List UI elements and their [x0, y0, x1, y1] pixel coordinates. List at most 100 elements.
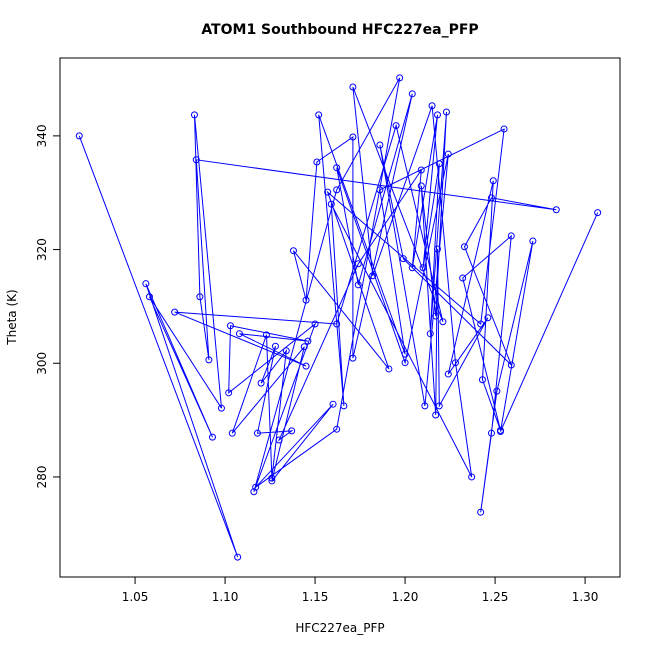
x-tick-label: 1.20 — [392, 590, 419, 604]
y-axis-label: Theta (K) — [5, 289, 19, 345]
data-point — [262, 331, 270, 339]
data-point — [401, 350, 409, 358]
y-tick-label: 340 — [35, 124, 49, 147]
data-point — [417, 166, 425, 174]
y-tick-label: 280 — [35, 465, 49, 488]
x-axis-label: HFC227ea_PFP — [295, 621, 384, 635]
data-point — [171, 308, 179, 316]
data-point — [333, 425, 341, 433]
data-point — [451, 359, 459, 367]
data-point — [477, 320, 485, 328]
data-point — [268, 474, 276, 482]
data-point — [459, 274, 467, 282]
data-point — [302, 296, 310, 304]
data-point — [252, 483, 260, 491]
data-point — [552, 206, 560, 214]
data-point — [392, 122, 400, 130]
data-point — [433, 245, 441, 253]
data-point — [487, 429, 495, 437]
data-point — [311, 320, 319, 328]
data-point — [300, 343, 308, 351]
data-point — [250, 488, 258, 496]
data-point — [468, 473, 476, 481]
data-point — [190, 111, 198, 119]
data-point — [349, 133, 357, 141]
data-point — [354, 260, 362, 268]
data-point — [432, 312, 440, 320]
data-point — [349, 354, 357, 362]
data-point — [484, 314, 492, 322]
data-point — [226, 322, 234, 330]
data-point — [275, 436, 283, 444]
data-point — [257, 379, 265, 387]
y-tick-label: 300 — [35, 352, 49, 375]
data-point — [421, 402, 429, 410]
data-point — [217, 404, 225, 412]
data-point — [460, 243, 468, 251]
data-point — [354, 281, 362, 289]
plot-box — [59, 57, 621, 578]
x-tick-label: 1.15 — [302, 590, 329, 604]
data-point — [417, 182, 425, 190]
data-point — [399, 255, 407, 263]
data-point — [396, 74, 404, 82]
x-tick-label: 1.30 — [572, 590, 599, 604]
data-point — [385, 365, 393, 373]
data-point — [196, 293, 204, 301]
data-point — [349, 83, 357, 91]
data-point — [439, 318, 447, 326]
data-point — [315, 111, 323, 119]
data-point — [444, 370, 452, 378]
data-point — [234, 553, 242, 561]
data-point — [376, 141, 384, 149]
data-point — [333, 186, 341, 194]
data-point — [487, 194, 495, 202]
data-point — [369, 272, 377, 280]
data-point — [442, 108, 450, 116]
data-point — [444, 150, 452, 158]
y-tick-label: 320 — [35, 238, 49, 261]
data-point — [435, 160, 443, 168]
data-point — [282, 347, 290, 355]
data-point — [333, 320, 341, 328]
data-point — [496, 427, 504, 435]
data-point — [327, 200, 335, 208]
data-point — [432, 411, 440, 419]
data-point — [324, 188, 332, 196]
data-point — [426, 330, 434, 338]
data-point — [489, 177, 497, 185]
data-point — [145, 293, 153, 301]
data-point — [507, 232, 515, 240]
data-point — [235, 330, 243, 338]
data-point — [313, 158, 321, 166]
series-line — [78, 77, 599, 558]
data-point — [192, 156, 200, 164]
data-point — [594, 209, 602, 217]
data-point — [529, 237, 537, 245]
data-point — [142, 280, 150, 288]
data-point — [333, 164, 341, 172]
data-point — [271, 342, 279, 350]
data-point — [253, 429, 261, 437]
data-point — [493, 387, 501, 395]
x-tick-label: 1.05 — [122, 590, 149, 604]
data-point — [376, 186, 384, 194]
data-point — [340, 402, 348, 410]
data-point — [302, 362, 310, 370]
data-point — [205, 356, 213, 364]
data-point — [419, 264, 427, 272]
x-tick-label: 1.25 — [482, 590, 509, 604]
data-point — [288, 427, 296, 435]
data-point — [329, 400, 337, 408]
data-point — [401, 359, 409, 367]
data-point — [289, 247, 297, 255]
data-point — [408, 90, 416, 98]
x-tick-label: 1.10 — [212, 590, 239, 604]
data-point — [75, 132, 83, 140]
data-point — [478, 376, 486, 384]
data-point — [507, 361, 515, 369]
data-point — [435, 402, 443, 410]
data-point — [225, 389, 233, 397]
